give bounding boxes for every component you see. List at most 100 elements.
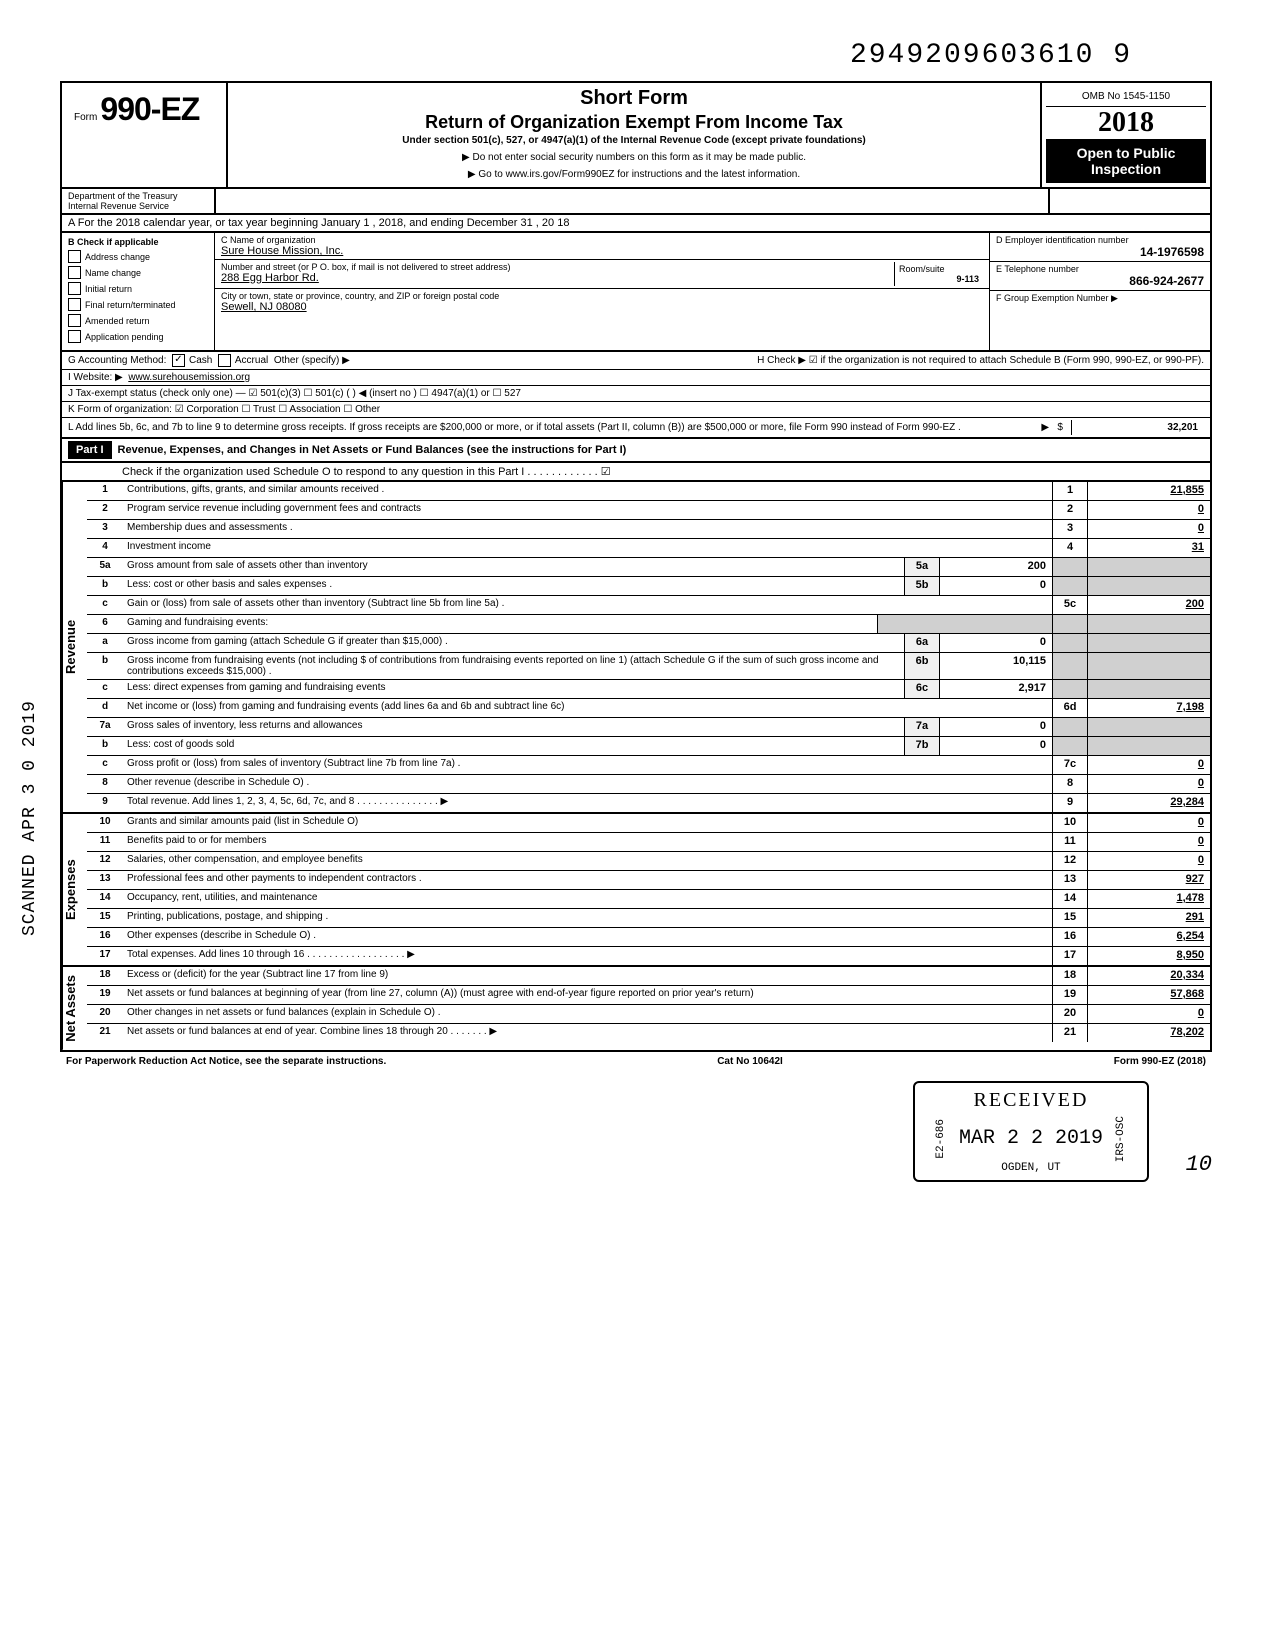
shaded-box	[1052, 718, 1087, 736]
footer: For Paperwork Reduction Act Notice, see …	[60, 1052, 1212, 1071]
expenses-section: Expenses 10Grants and similar amounts pa…	[60, 814, 1212, 967]
line-description: Less: cost of goods sold	[123, 737, 904, 755]
line-row: 3Membership dues and assessments .30	[87, 520, 1210, 539]
sub-value: 2,917	[939, 680, 1052, 698]
chk-amended: Amended return	[85, 316, 150, 326]
instructions-note: ▶ Go to www.irs.gov/Form990EZ for instru…	[236, 169, 1032, 180]
line-number: 20	[87, 1005, 123, 1023]
line-value: 0	[1087, 1005, 1210, 1023]
net-assets-label: Net Assets	[62, 967, 87, 1050]
form-title: Return of Organization Exempt From Incom…	[236, 112, 1032, 133]
sub-box: 6b	[904, 653, 939, 679]
sub-box: 5a	[904, 558, 939, 576]
line-value: 0	[1087, 775, 1210, 793]
shaded-value	[1087, 615, 1210, 633]
form-prefix: Form	[74, 112, 97, 123]
line-box: 13	[1052, 871, 1087, 889]
line-number: 3	[87, 520, 123, 538]
line-row: 16Other expenses (describe in Schedule O…	[87, 928, 1210, 947]
line-number: c	[87, 756, 123, 774]
room-label: Room/suite	[899, 264, 979, 274]
line-number: 4	[87, 539, 123, 557]
line-row: bGross income from fundraising events (n…	[87, 653, 1210, 680]
sub-box: 6a	[904, 634, 939, 652]
shaded-value	[1087, 558, 1210, 576]
form-subtitle: Under section 501(c), 527, or 4947(a)(1)…	[236, 135, 1032, 146]
line-description: Gross amount from sale of assets other t…	[123, 558, 904, 576]
line-value: 291	[1087, 909, 1210, 927]
chk-initial: Initial return	[85, 284, 132, 294]
org-city: Sewell, NJ 08080	[221, 301, 983, 313]
line-number: c	[87, 680, 123, 698]
line-box: 7c	[1052, 756, 1087, 774]
line-value: 200	[1087, 596, 1210, 614]
line-description: Program service revenue including govern…	[123, 501, 1052, 519]
line-box: 5c	[1052, 596, 1087, 614]
line-row: dNet income or (loss) from gaming and fu…	[87, 699, 1210, 718]
expenses-label: Expenses	[62, 814, 87, 965]
sub-box: 5b	[904, 577, 939, 595]
website-value: www.surehousemission.org	[128, 372, 250, 383]
scanned-stamp: SCANNED APR 3 0 2019	[20, 700, 40, 936]
line-value: 927	[1087, 871, 1210, 889]
spacer	[216, 189, 1050, 213]
department-label: Department of the Treasury Internal Reve…	[62, 189, 216, 213]
meta-section: G Accounting Method: ✓Cash Accrual Other…	[60, 352, 1212, 439]
line-description: Gross income from gaming (attach Schedul…	[123, 634, 904, 652]
sub-box: 7a	[904, 718, 939, 736]
line-description: Printing, publications, postage, and shi…	[123, 909, 1052, 927]
line-description: Net assets or fund balances at beginning…	[123, 986, 1052, 1004]
line-number: 12	[87, 852, 123, 870]
line-box: 1	[1052, 482, 1087, 500]
line-row: 14Occupancy, rent, utilities, and mainte…	[87, 890, 1210, 909]
line-row: 7aGross sales of inventory, less returns…	[87, 718, 1210, 737]
shaded-box	[1052, 577, 1087, 595]
line-description: Gaming and fundraising events:	[123, 615, 877, 633]
line-description: Membership dues and assessments .	[123, 520, 1052, 538]
k-form-org: K Form of organization: ☑ Corporation ☐ …	[68, 404, 380, 415]
line-box: 20	[1052, 1005, 1087, 1023]
line-box: 11	[1052, 833, 1087, 851]
line-row: bLess: cost of goods sold7b0	[87, 737, 1210, 756]
shaded-box	[1052, 558, 1087, 576]
line-box: 15	[1052, 909, 1087, 927]
g-label: G Accounting Method:	[68, 355, 166, 366]
line-number: 8	[87, 775, 123, 793]
part1-check: Check if the organization used Schedule …	[122, 465, 611, 478]
line-number: a	[87, 634, 123, 652]
line-description: Net income or (loss) from gaming and fun…	[123, 699, 1052, 717]
shaded-value	[1087, 653, 1210, 679]
line-row: 5aGross amount from sale of assets other…	[87, 558, 1210, 577]
line-row: 12Salaries, other compensation, and empl…	[87, 852, 1210, 871]
form-header: Form 990-EZ Short Form Return of Organiz…	[60, 81, 1212, 189]
line-row: 13Professional fees and other payments t…	[87, 871, 1210, 890]
line-number: d	[87, 699, 123, 717]
sub-value: 0	[939, 718, 1052, 736]
line-value: 0	[1087, 833, 1210, 851]
line-box: 14	[1052, 890, 1087, 908]
paperwork-notice: For Paperwork Reduction Act Notice, see …	[66, 1056, 386, 1067]
group-label: F Group Exemption Number ▶	[996, 293, 1204, 304]
line-number: c	[87, 596, 123, 614]
line-row: 10Grants and similar amounts paid (list …	[87, 814, 1210, 833]
sub-box: 6c	[904, 680, 939, 698]
ein-label: D Employer identification number	[996, 235, 1204, 245]
line-description: Total expenses. Add lines 10 through 16 …	[123, 947, 1052, 965]
line-row: 19Net assets or fund balances at beginni…	[87, 986, 1210, 1005]
line-description: Other expenses (describe in Schedule O) …	[123, 928, 1052, 946]
org-info-grid: B Check if applicable Address change Nam…	[60, 233, 1212, 352]
net-assets-section: Net Assets 18Excess or (deficit) for the…	[60, 967, 1212, 1052]
chk-name: Name change	[85, 268, 141, 278]
line-number: 7a	[87, 718, 123, 736]
sub-value: 10,115	[939, 653, 1052, 679]
line-number: 10	[87, 814, 123, 832]
line-description: Benefits paid to or for members	[123, 833, 1052, 851]
section-a-tax-year: A For the 2018 calendar year, or tax yea…	[60, 215, 1212, 233]
line-value: 8,950	[1087, 947, 1210, 965]
document-number: 2949209603610 9	[60, 40, 1212, 71]
line-description: Investment income	[123, 539, 1052, 557]
shaded-value	[1087, 718, 1210, 736]
line-number: 6	[87, 615, 123, 633]
shaded-box	[877, 615, 1052, 633]
line-row: aGross income from gaming (attach Schedu…	[87, 634, 1210, 653]
